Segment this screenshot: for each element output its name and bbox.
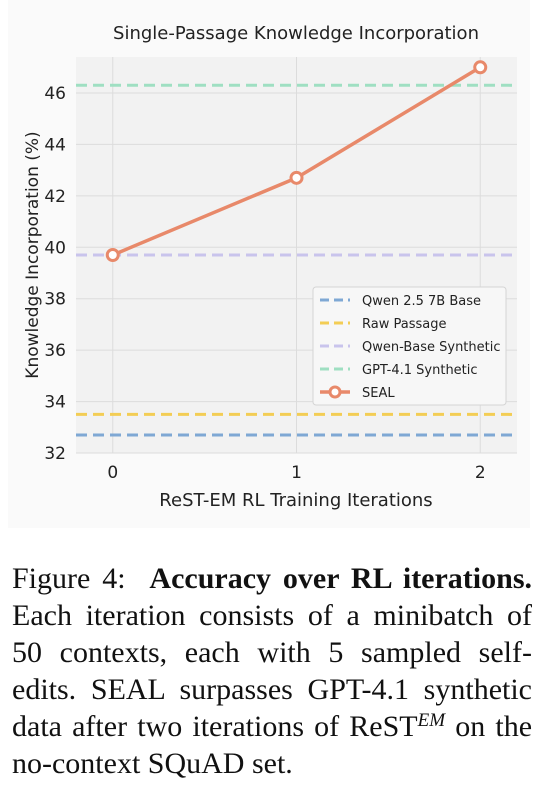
figure-caption: Figure 4: Accuracy over RL iterations. E…: [12, 560, 532, 782]
tick-layer: 32 34 36 38 40 42 44 46 0 1 2: [44, 84, 485, 483]
series-point: [473, 60, 488, 75]
caption-body-end: on the no-context SQuAD set.: [12, 710, 533, 780]
y-tick-label: 38: [44, 290, 66, 310]
series-point: [289, 170, 304, 185]
legend-label: Qwen 2.5 7B Base: [362, 294, 481, 309]
chart-svg: 32 34 36 38 40 42 44 46 0 1 2 Single-Passage Knowl…: [23, 23, 517, 511]
y-tick-label: 40: [44, 238, 66, 258]
x-tick-label: 2: [475, 463, 486, 483]
legend-label: GPT-4.1 Synthetic: [362, 363, 478, 378]
y-axis-label: Knowledge Incorporation (%): [23, 131, 43, 378]
series-layer: [105, 60, 488, 262]
legend-label: Qwen-Base Synthetic: [362, 340, 501, 355]
caption-bold-title: Accuracy over RL iterations.: [149, 562, 532, 595]
chart-title: Single-Passage Knowledge Incorporation: [113, 23, 479, 44]
caption-superscript: EM: [417, 710, 446, 731]
series-point: [105, 248, 120, 262]
chart-figure: 32 34 36 38 40 42 44 46 0 1 2 Single-Passage Knowl…: [23, 23, 517, 511]
y-tick-label: 36: [44, 341, 66, 361]
legend-box: [312, 286, 507, 406]
legend-marker: [328, 385, 342, 399]
legend: Qwen 2.5 7B Base Raw Passage Qwen-Base Syn…: [312, 286, 507, 406]
legend-label: SEAL: [362, 386, 395, 401]
legend-label: Raw Passage: [362, 317, 446, 332]
y-tick-label: 32: [44, 444, 66, 464]
y-tick-label: 42: [44, 187, 66, 207]
y-tick-label: 44: [44, 135, 66, 155]
x-tick-label: 0: [107, 463, 118, 483]
x-axis-label: ReST-EM RL Training Iterations: [159, 490, 432, 511]
baseline-layer: [76, 83, 517, 437]
x-tick-label: 1: [291, 463, 302, 483]
caption-label: Figure 4:: [12, 562, 126, 595]
caption-body: Each iteration consists of a minibatch o…: [12, 599, 532, 743]
y-tick-label: 46: [44, 84, 66, 104]
y-tick-label: 34: [44, 393, 66, 413]
